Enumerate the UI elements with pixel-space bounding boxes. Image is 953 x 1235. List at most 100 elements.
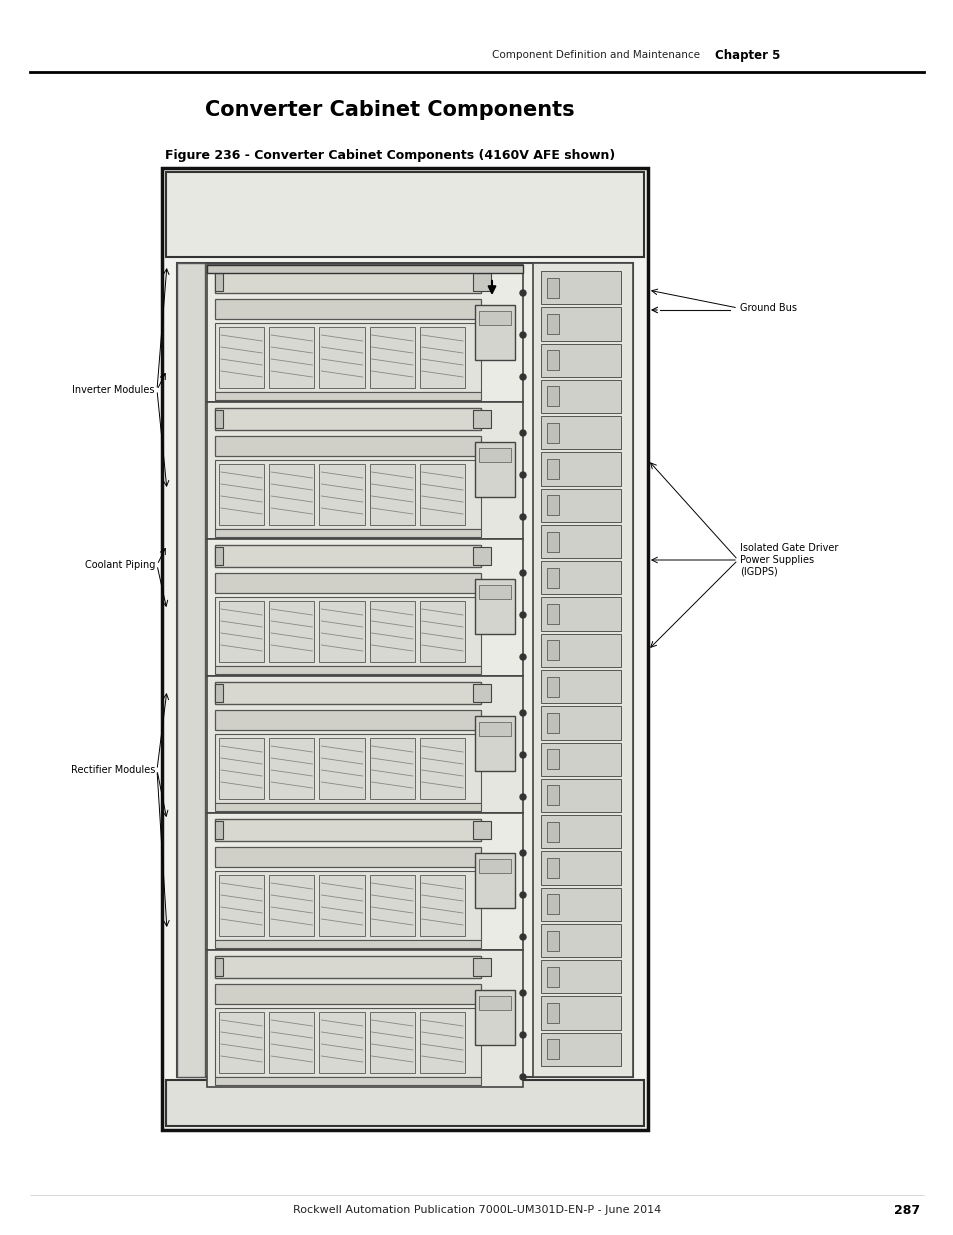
Bar (419, 739, 464, 799)
Bar (473, 821, 491, 839)
Text: Component Definition and Maintenance: Component Definition and Maintenance (492, 49, 700, 61)
Circle shape (519, 571, 525, 576)
Bar (546, 387, 558, 406)
Bar (269, 327, 314, 388)
Bar (214, 545, 480, 567)
Circle shape (519, 514, 525, 520)
Bar (207, 676, 522, 813)
Bar (319, 739, 364, 799)
Bar (540, 888, 620, 921)
Bar (369, 876, 415, 936)
Bar (214, 1077, 480, 1086)
Bar (214, 984, 480, 1004)
Circle shape (519, 934, 525, 940)
Bar (214, 597, 480, 666)
Bar (207, 266, 522, 403)
Bar (540, 489, 620, 522)
Bar (546, 568, 558, 588)
Bar (540, 525, 620, 558)
Bar (475, 990, 515, 1045)
Bar (478, 722, 511, 736)
Bar (478, 311, 511, 325)
Text: Rectifier Modules: Rectifier Modules (71, 764, 154, 776)
Bar (214, 391, 480, 400)
Bar (319, 876, 364, 936)
Text: Figure 236 - Converter Cabinet Components (4160V AFE shown): Figure 236 - Converter Cabinet Component… (165, 148, 615, 162)
Bar (546, 858, 558, 878)
Bar (540, 1032, 620, 1066)
Bar (166, 172, 643, 257)
Bar (540, 779, 620, 813)
Bar (546, 677, 558, 697)
Circle shape (519, 332, 525, 338)
Bar (214, 819, 480, 841)
Bar (546, 351, 558, 370)
Text: Coolant Piping: Coolant Piping (85, 559, 154, 571)
Circle shape (519, 613, 525, 618)
Bar (214, 270, 480, 293)
Circle shape (519, 990, 525, 995)
Text: Chapter 5: Chapter 5 (714, 48, 780, 62)
Bar (540, 815, 620, 848)
Bar (546, 894, 558, 914)
Bar (478, 860, 511, 873)
Bar (214, 847, 480, 867)
Bar (214, 958, 223, 976)
Bar (546, 713, 558, 732)
Bar (269, 601, 314, 662)
Bar (546, 604, 558, 624)
Bar (540, 343, 620, 377)
Bar (546, 1040, 558, 1060)
Bar (269, 464, 314, 525)
Bar (369, 464, 415, 525)
Bar (478, 585, 511, 599)
Bar (319, 327, 364, 388)
Bar (214, 666, 480, 674)
Bar (219, 601, 264, 662)
Bar (219, 1011, 264, 1073)
Bar (214, 821, 223, 839)
Bar (219, 876, 264, 936)
Bar (540, 671, 620, 703)
Bar (478, 995, 511, 1010)
Bar (214, 940, 480, 948)
Bar (214, 734, 480, 803)
Text: Rockwell Automation Publication 7000L-UM301D-EN-P - June 2014: Rockwell Automation Publication 7000L-UM… (293, 1205, 660, 1215)
Bar (207, 950, 522, 1087)
Bar (546, 278, 558, 298)
Bar (546, 967, 558, 987)
Bar (214, 410, 223, 429)
Bar (162, 168, 647, 1130)
Bar (369, 601, 415, 662)
Bar (540, 270, 620, 304)
Bar (540, 851, 620, 884)
Bar (540, 561, 620, 594)
Bar (419, 464, 464, 525)
Bar (207, 813, 522, 950)
Bar (473, 410, 491, 429)
Bar (546, 314, 558, 333)
Bar (219, 327, 264, 388)
Bar (475, 442, 515, 496)
Bar (473, 547, 491, 564)
Circle shape (519, 1032, 525, 1037)
Circle shape (519, 290, 525, 296)
Bar (540, 960, 620, 993)
Bar (419, 601, 464, 662)
Bar (214, 956, 480, 978)
Bar (177, 263, 205, 1077)
Bar (269, 739, 314, 799)
Bar (214, 1008, 480, 1077)
Bar (540, 598, 620, 631)
Bar (475, 305, 515, 359)
Circle shape (519, 794, 525, 800)
Bar (166, 1079, 643, 1126)
Bar (546, 422, 558, 442)
Bar (207, 403, 522, 538)
Bar (540, 997, 620, 1030)
Bar (540, 308, 620, 341)
Bar (546, 641, 558, 661)
Bar (546, 459, 558, 479)
Bar (540, 452, 620, 485)
Bar (478, 448, 511, 462)
